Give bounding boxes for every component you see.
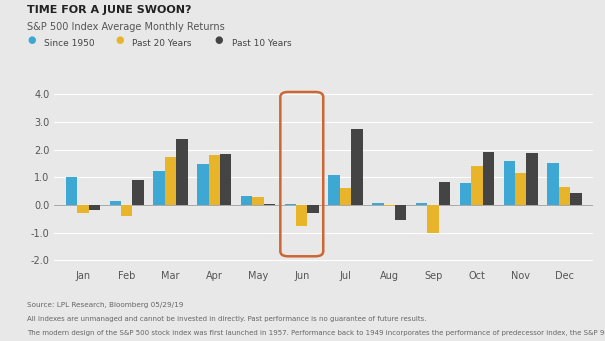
Bar bbox=[220, 154, 231, 205]
Bar bbox=[209, 155, 220, 205]
Bar bbox=[165, 157, 176, 205]
Bar bbox=[66, 177, 77, 205]
Bar bbox=[526, 153, 538, 205]
Text: TIME FOR A JUNE SWOON?: TIME FOR A JUNE SWOON? bbox=[27, 5, 192, 15]
Bar bbox=[395, 205, 407, 220]
Bar bbox=[241, 196, 252, 205]
Bar bbox=[110, 202, 121, 205]
Bar bbox=[197, 164, 209, 205]
Bar bbox=[559, 187, 570, 205]
Text: All indexes are unmanaged and cannot be invested in directly. Past performance i: All indexes are unmanaged and cannot be … bbox=[27, 316, 427, 323]
Bar bbox=[515, 173, 526, 205]
Bar bbox=[460, 183, 471, 205]
Text: ●: ● bbox=[215, 35, 223, 45]
Bar bbox=[307, 205, 319, 213]
Text: Source: LPL Research, Bloomberg 05/29/19: Source: LPL Research, Bloomberg 05/29/19 bbox=[27, 302, 183, 308]
Bar bbox=[88, 205, 100, 210]
Text: The modern design of the S&P 500 stock index was first launched in 1957. Perform: The modern design of the S&P 500 stock i… bbox=[27, 330, 605, 336]
Bar bbox=[483, 152, 494, 205]
Bar bbox=[296, 205, 307, 226]
Bar bbox=[340, 188, 352, 205]
Bar bbox=[427, 205, 439, 233]
Bar bbox=[416, 203, 427, 205]
Bar bbox=[439, 182, 450, 205]
Text: Since 1950: Since 1950 bbox=[44, 39, 95, 48]
Text: Past 20 Years: Past 20 Years bbox=[132, 39, 191, 48]
Bar bbox=[548, 163, 559, 205]
Bar bbox=[121, 205, 132, 216]
Bar bbox=[384, 205, 395, 206]
Bar bbox=[503, 161, 515, 205]
Bar bbox=[252, 197, 264, 205]
Bar bbox=[176, 138, 188, 205]
Bar bbox=[570, 193, 581, 205]
Bar bbox=[471, 166, 483, 205]
Bar bbox=[329, 175, 340, 205]
Text: S&P 500 Index Average Monthly Returns: S&P 500 Index Average Monthly Returns bbox=[27, 22, 225, 32]
Bar bbox=[154, 171, 165, 205]
Text: Past 10 Years: Past 10 Years bbox=[232, 39, 292, 48]
Bar bbox=[372, 203, 384, 205]
Bar bbox=[132, 180, 144, 205]
Text: ●: ● bbox=[115, 35, 123, 45]
Text: ●: ● bbox=[27, 35, 36, 45]
Bar bbox=[352, 129, 362, 205]
Bar bbox=[77, 205, 88, 213]
